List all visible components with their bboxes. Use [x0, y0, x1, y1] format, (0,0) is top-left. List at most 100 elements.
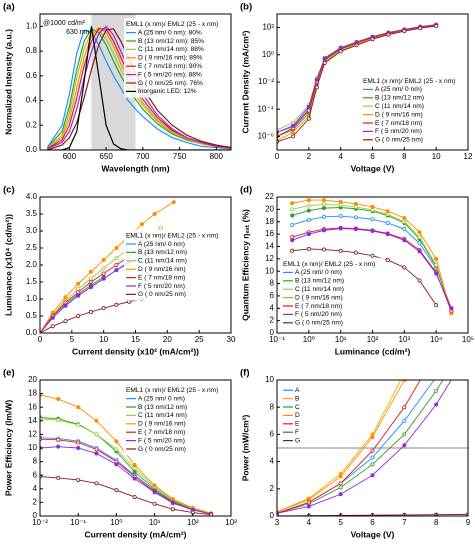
legend-title: EML1 (x nm)/ EML2 (25 - x nm) [126, 21, 218, 28]
x-tick-label: 6 [370, 518, 375, 527]
data-point [370, 448, 375, 453]
data-point [152, 483, 157, 488]
data-point [417, 249, 422, 254]
y-tick-label: 14 [28, 416, 37, 425]
legend-label: E ( 7 nm/18 nm) [375, 120, 422, 127]
data-point [76, 440, 81, 445]
data-point [466, 351, 469, 354]
legend-label: B (13 nm/12 nm) [138, 249, 187, 256]
x-tick-label: 5 [338, 518, 343, 527]
panel-label: (d) [240, 185, 252, 196]
data-point [132, 462, 137, 467]
y-axis-label: Power Efficiency (lm/W) [3, 400, 13, 497]
data-point [114, 262, 119, 267]
y-tick-label: 10 [28, 443, 37, 452]
x-tick-label: 10⁻² [32, 518, 48, 527]
x-tick-label: 10⁵ [462, 335, 474, 344]
x-tick-label: 2 [307, 152, 312, 161]
y-axis-label: Normalized Intensity (a.u.) [3, 29, 13, 135]
x-tick-label: 10¹ [149, 518, 161, 527]
x-tick-label: 8 [434, 518, 439, 527]
y-tick-label: 2 [270, 316, 275, 325]
data-point [132, 494, 137, 499]
data-point [306, 116, 311, 121]
data-point [76, 281, 81, 286]
y-tick-label: 14 [265, 242, 274, 251]
y-tick-label: 8 [33, 457, 38, 466]
y-axis-label: Current Density (mA/cm²) [240, 30, 250, 133]
y-tick-label: 10⁰ [262, 50, 274, 59]
x-axis-label: Current density (mA/cm²) [84, 529, 186, 539]
panel-label: (a) [3, 2, 15, 13]
panel: 0 5 10 15 20 25 30 0.0 0.5 1.0 1.5 2.0 2.5 3.0 3.5 4.0 C… [3, 185, 236, 357]
data-point [101, 271, 106, 276]
y-tick-label: 4 [270, 303, 275, 312]
plot-area [277, 22, 439, 144]
series-line [40, 418, 212, 514]
data-point [88, 309, 93, 314]
y-tick-label: 1.0 [26, 294, 38, 303]
legend-title: EML1 (x nm)/ EML2 (25 - x nm) [126, 232, 218, 239]
data-point [402, 265, 407, 270]
legend-label: D ( 9 nm/16 nm): 89% [138, 55, 203, 62]
y-tick-label: 10² [262, 23, 274, 32]
data-point [158, 225, 163, 230]
series-line [40, 416, 212, 515]
data-point [290, 213, 295, 218]
series-line [292, 248, 437, 306]
legend-label: C (11 nm/14 nm) [295, 286, 344, 293]
legend-label: B (13 nm/12 nm) [375, 95, 424, 102]
legend-label: F ( 5 nm/20 nm) [138, 437, 185, 444]
y-tick-label: 2 [33, 498, 38, 507]
y-tick-label: 6 [270, 291, 275, 300]
data-point [370, 228, 375, 233]
legend-label: E ( 7 nm/18 nm) [138, 429, 185, 436]
series-line [277, 25, 437, 141]
data-point [209, 512, 214, 516]
data-point [418, 26, 423, 31]
panel-label: (e) [3, 368, 15, 379]
data-point [170, 501, 175, 506]
data-point [386, 32, 391, 37]
data-point [435, 297, 438, 300]
panel-label: (c) [3, 185, 15, 196]
y-tick-label: 10⁻⁶ [258, 132, 274, 141]
data-point [370, 462, 375, 467]
data-point [353, 250, 358, 255]
legend-label: C (11 nm/14 nm) [138, 258, 187, 265]
legend-label: A (25 nm/ 0 nm) [295, 269, 342, 276]
legend-title: EML1 (x nm)/ EML2 (25 - x nm) [126, 387, 218, 394]
x-tick-label: 10⁴ [430, 335, 443, 344]
data-point [101, 276, 106, 281]
x-tick-label: 10⁻¹ [269, 335, 285, 344]
data-point [385, 209, 390, 214]
legend-box [361, 74, 465, 146]
legend-label: G ( 0 nm/25 nm) [138, 291, 186, 298]
data-point [76, 477, 81, 482]
data-point [314, 77, 319, 82]
data-point [434, 256, 439, 261]
data-point [417, 278, 422, 283]
data-point [114, 447, 119, 452]
legend-label: A (25 nm/ 0 nm) [375, 86, 422, 93]
y-tick-label: 0 [270, 511, 275, 520]
data-point [56, 397, 61, 402]
x-tick-label: 30 [227, 335, 236, 344]
y-tick-label: 12 [28, 430, 37, 439]
y-tick-label: 18 [28, 389, 37, 398]
panel-label: (b) [240, 2, 252, 13]
data-point [152, 211, 157, 216]
data-point [76, 286, 81, 291]
series-line [47, 28, 231, 150]
data-point [322, 214, 327, 219]
data-point [353, 201, 358, 206]
data-point [435, 310, 438, 313]
legend-label: C [295, 404, 300, 411]
legend-label: A [295, 387, 300, 394]
data-point [322, 60, 327, 65]
data-point [353, 215, 358, 220]
series-line [40, 298, 142, 333]
legend-label: E ( 7 nm/18 nm) [295, 303, 342, 310]
